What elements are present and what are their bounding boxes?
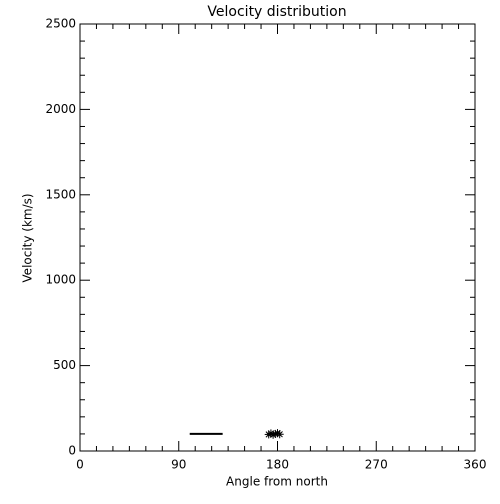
y-axis-label: Velocity (km/s) — [21, 193, 35, 282]
chart-title: Velocity distribution — [207, 4, 346, 20]
asterisk-point — [275, 430, 284, 439]
y-tick-label: 1500 — [45, 187, 76, 201]
y-tick-label: 2000 — [45, 102, 76, 116]
x-axis-label: Angle from north — [226, 475, 328, 489]
y-tick-label: 2500 — [45, 17, 76, 31]
asterisk-stroke — [276, 431, 283, 438]
x-tick-label: 360 — [464, 458, 487, 472]
y-tick-label: 1000 — [45, 273, 76, 287]
y-tick-label: 0 — [68, 444, 76, 458]
y-tick-label: 500 — [53, 358, 76, 372]
x-tick-label: 180 — [266, 458, 289, 472]
x-tick-label: 90 — [171, 458, 186, 472]
x-tick-label: 270 — [365, 458, 388, 472]
x-tick-label: 0 — [76, 458, 84, 472]
